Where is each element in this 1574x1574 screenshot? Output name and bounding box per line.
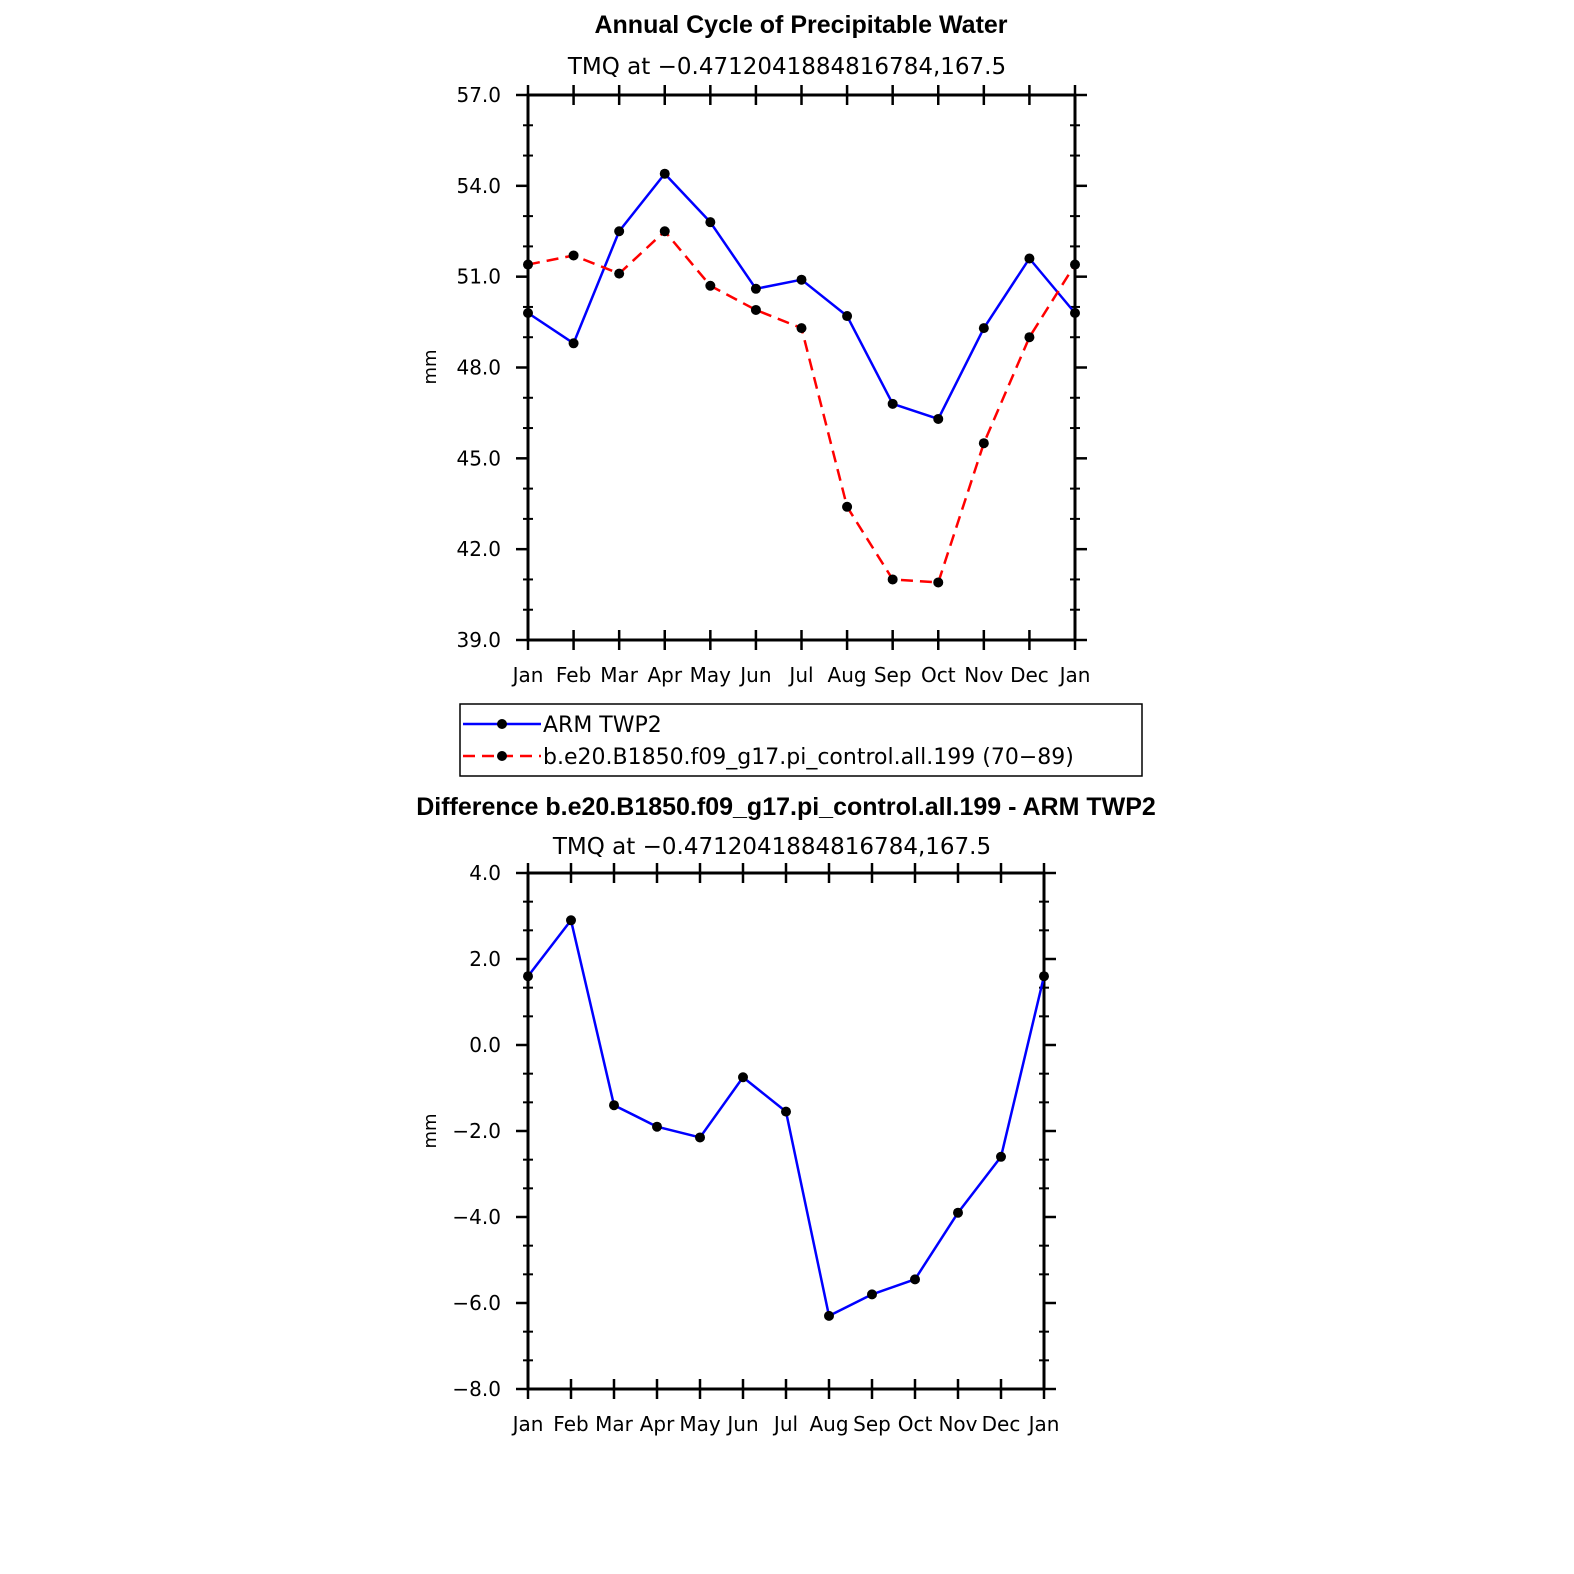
x-tick-label: Jan [1058, 663, 1091, 687]
chart-title: Difference b.e20.B1850.f09_g17.pi_contro… [416, 793, 1156, 821]
y-axis-label: mm [420, 1113, 441, 1148]
data-point-1 [1070, 259, 1080, 270]
legend-box [459, 703, 1143, 777]
x-tick-label: Jan [511, 663, 544, 687]
x-tick-label: Jan [511, 1412, 544, 1436]
data-point-1 [978, 438, 989, 449]
data-point-1 [523, 259, 533, 270]
x-tick-label: Jan [1027, 1412, 1060, 1436]
series-line-0 [527, 172, 1076, 421]
y-tick-label: −8.0 [452, 1377, 501, 1401]
y-tick-label: 39.0 [456, 628, 501, 652]
data-point-0 [781, 1106, 791, 1117]
x-tick-label: Jun [738, 663, 771, 687]
chart-annual-cycle: Annual Cycle of Precipitable Water TMQ a… [420, 11, 1090, 687]
x-tick-label: Nov [964, 663, 1003, 687]
data-point-1 [1024, 332, 1035, 343]
data-point-0 [695, 1132, 705, 1143]
data-point-0 [568, 338, 579, 349]
y-tick-label: −2.0 [452, 1119, 501, 1143]
legend-label-model: b.e20.B1850.f09_g17.pi_control.all.199 (… [543, 745, 1074, 770]
y-tick-label: −6.0 [452, 1291, 501, 1315]
data-point-1 [842, 501, 853, 512]
data-point-1 [568, 250, 579, 261]
chart-subtitle: TMQ at −0.4712041884816784,167.5 [567, 54, 1006, 80]
data-point-0 [659, 168, 670, 179]
legend-marker-arm [497, 719, 507, 729]
data-point-1 [933, 577, 944, 588]
x-tick-label: May [690, 663, 732, 687]
data-point-0 [796, 274, 807, 285]
data-point-0 [996, 1151, 1006, 1162]
data-point-0 [738, 1072, 748, 1083]
data-point-0 [887, 398, 898, 409]
data-point-1 [796, 323, 807, 334]
data-point-1 [614, 268, 625, 279]
x-tick-label: Sep [874, 663, 912, 687]
x-tick-label: Jul [787, 663, 813, 687]
y-tick-label: 57.0 [456, 83, 501, 107]
data-point-0 [652, 1121, 662, 1132]
x-tick-label: Dec [1010, 663, 1049, 687]
x-tick-label: May [679, 1412, 721, 1436]
data-point-0 [750, 283, 761, 294]
data-point-1 [705, 280, 716, 291]
data-point-0 [1039, 971, 1049, 982]
y-tick-label: 4.0 [469, 861, 501, 885]
legend: ARM TWP2 b.e20.B1850.f09_g17.pi_control.… [459, 703, 1143, 777]
legend-marker-model [497, 751, 507, 761]
data-point-0 [824, 1310, 834, 1321]
data-point-0 [523, 308, 533, 318]
x-tick-label: Apr [647, 663, 682, 687]
y-tick-label: 42.0 [456, 537, 501, 561]
x-tick-label: Dec [982, 1412, 1021, 1436]
legend-label-arm: ARM TWP2 [543, 713, 662, 738]
x-tick-label: Oct [898, 1412, 933, 1436]
x-tick-label: Feb [553, 1412, 588, 1436]
x-tick-label: Oct [921, 663, 956, 687]
y-tick-label: 45.0 [456, 446, 501, 470]
data-point-0 [953, 1207, 963, 1218]
x-tick-label: Jul [772, 1412, 798, 1436]
chart-title: Annual Cycle of Precipitable Water [594, 11, 1007, 39]
data-point-0 [978, 323, 989, 334]
data-point-0 [867, 1289, 877, 1300]
y-tick-label: −4.0 [452, 1205, 501, 1229]
data-point-0 [523, 971, 533, 982]
x-tick-label: Nov [938, 1412, 977, 1436]
data-point-0 [705, 217, 716, 228]
x-tick-label: Aug [828, 663, 867, 687]
data-point-1 [659, 226, 670, 237]
y-tick-label: 51.0 [456, 265, 501, 289]
x-tick-label: Mar [595, 1412, 634, 1436]
plot-frame [526, 871, 1046, 1391]
x-tick-label: Aug [809, 1412, 848, 1436]
data-point-0 [609, 1100, 619, 1111]
x-tick-label: Sep [853, 1412, 891, 1436]
data-point-0 [1070, 308, 1080, 318]
x-tick-label: Mar [600, 663, 639, 687]
y-tick-label: 2.0 [469, 947, 501, 971]
y-tick-label: 0.0 [469, 1033, 501, 1057]
x-tick-label: Apr [640, 1412, 675, 1436]
data-point-0 [1024, 253, 1035, 264]
data-point-0 [910, 1274, 920, 1285]
data-point-0 [614, 226, 625, 237]
y-axis-label: mm [420, 349, 441, 384]
series-line-0 [527, 919, 1046, 1318]
chart-subtitle: TMQ at −0.4712041884816784,167.5 [552, 834, 991, 860]
data-point-1 [750, 304, 761, 315]
data-point-0 [842, 311, 853, 322]
plot-frame [526, 93, 1077, 642]
y-tick-label: 54.0 [456, 174, 501, 198]
x-tick-label: Jun [725, 1412, 758, 1436]
data-point-0 [566, 915, 576, 926]
y-tick-label: 48.0 [456, 356, 501, 380]
chart-difference: Difference b.e20.B1850.f09_g17.pi_contro… [416, 793, 1156, 1436]
data-point-1 [887, 574, 898, 585]
x-tick-label: Feb [556, 663, 591, 687]
data-point-0 [933, 413, 944, 424]
